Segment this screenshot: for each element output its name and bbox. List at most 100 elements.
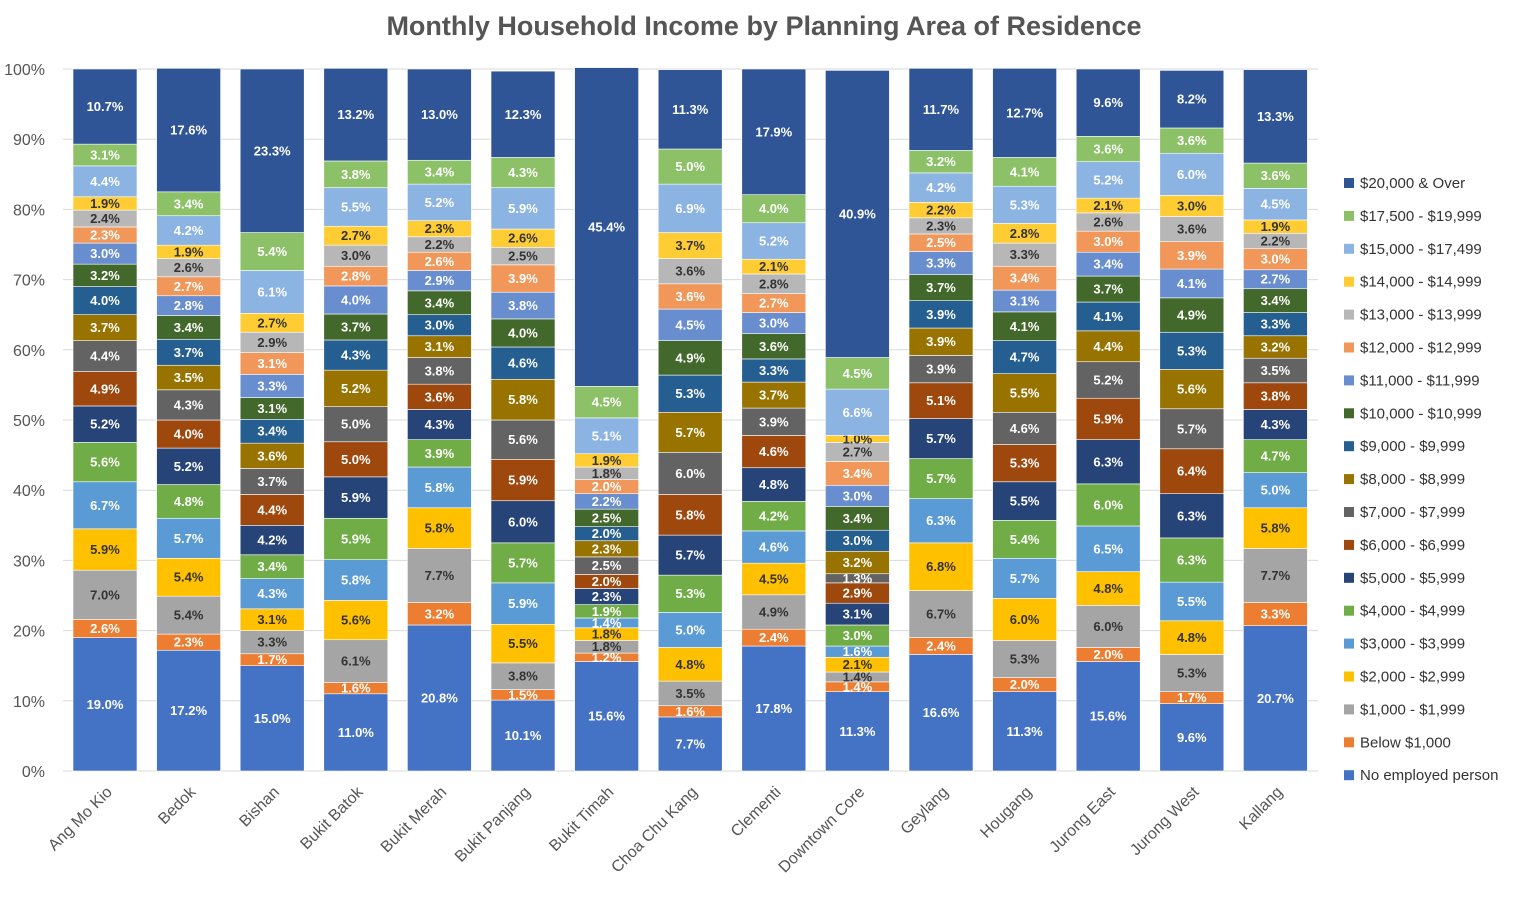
data-label: 5.1% [926, 393, 956, 408]
y-tick-label: 80% [13, 202, 45, 219]
data-label: 6.9% [675, 201, 705, 216]
data-label: 4.3% [425, 417, 455, 432]
x-tick-label: Geylang [898, 784, 952, 838]
bar-segment [908, 590, 974, 638]
legend-swatch [1344, 210, 1354, 221]
bar-stack: 10.1% 1.5% 3.8% 5.5% 5.9% 5.7% 6.0% 5.9% 5.6% 5.8… [490, 70, 556, 772]
data-label: 3.1% [425, 339, 455, 354]
data-label: 5.2% [341, 381, 371, 396]
data-label: 4.4% [257, 502, 287, 517]
bar-segment [323, 600, 389, 641]
data-label: 4.5% [592, 395, 622, 410]
data-label: 4.9% [90, 381, 120, 396]
data-label: 5.7% [675, 425, 705, 440]
bar-segment [1159, 297, 1225, 333]
data-label: 1.9% [592, 604, 622, 619]
data-label: 5.3% [675, 586, 705, 601]
data-label: 4.9% [759, 604, 789, 619]
data-label: 1.9% [174, 244, 204, 259]
bar-stack: 7.7% 1.6% 3.5% 4.8% 5.0% 5.3% 5.7% 5.8% 6.0% 5.7%… [657, 69, 723, 772]
bar-segment [407, 439, 472, 468]
data-label: 2.1% [759, 259, 789, 274]
data-label: 4.0% [508, 325, 538, 340]
legend-item: $9,000 - $9,999 [1344, 438, 1465, 455]
bar-segment [908, 458, 974, 499]
data-label: 4.1% [1010, 164, 1040, 179]
data-label: 2.3% [90, 228, 120, 243]
data-label: 3.4% [1093, 257, 1123, 272]
data-label: 40.9% [839, 206, 876, 221]
data-label: 1.6% [341, 681, 371, 696]
legend-label: $15,000 - $17,499 [1360, 241, 1482, 258]
data-label: 6.3% [1093, 454, 1123, 469]
data-label: 20.8% [421, 690, 458, 705]
y-tick-label: 40% [13, 483, 45, 500]
data-label: 1.8% [592, 466, 622, 481]
data-label: 1.2% [592, 650, 622, 665]
bar-segment [407, 548, 472, 603]
bar-stack: 11.3%1.4%1.4%2.1%1.6%3.0%3.1%2.9%1.3%3.2… [825, 70, 890, 772]
legend-label: $13,000 - $13,999 [1360, 307, 1482, 324]
legend-swatch [1344, 178, 1354, 188]
legend-label: $5,000 - $5,999 [1360, 570, 1465, 587]
data-label: 2.7% [1261, 272, 1291, 287]
data-label: 3.3% [1010, 247, 1040, 262]
data-label: 5.9% [1093, 411, 1123, 426]
bar-segment [908, 67, 974, 151]
data-label: 2.9% [843, 586, 873, 601]
bar-segment [741, 333, 807, 360]
x-tick-label: Bukit Batok [297, 783, 367, 853]
bar-segment [323, 339, 389, 371]
legend-swatch [1344, 704, 1354, 715]
bar-segment [1159, 127, 1225, 154]
data-label: 2.0% [1010, 677, 1040, 692]
data-label: 3.7% [926, 280, 956, 295]
bar-segment [72, 637, 138, 772]
bar-segment [992, 640, 1057, 678]
legend-item: $20,000 & Over [1344, 175, 1465, 192]
data-label: 3.9% [926, 307, 956, 322]
data-label: 15.6% [1090, 709, 1127, 724]
data-label: 3.7% [341, 319, 371, 334]
data-label: 1.3% [843, 571, 873, 586]
bar-stack: 17.8% 2.4% 4.9% 4.5% 4.6% 4.2% 4.8% 4.6% 3.9% 3.7… [741, 68, 807, 772]
data-label: 2.2% [1261, 233, 1291, 248]
data-label: 5.3% [1177, 343, 1207, 358]
data-label: 5.9% [508, 596, 538, 611]
data-label: 3.3% [257, 378, 287, 393]
data-label: 3.9% [1177, 248, 1207, 263]
bar-segment [490, 378, 556, 421]
data-label: 3.0% [759, 316, 789, 331]
data-label: 11.3% [839, 724, 876, 739]
data-label: 4.9% [675, 350, 705, 365]
legend-swatch [1344, 671, 1354, 682]
bar-segment [490, 500, 556, 544]
data-label: 10.7% [87, 99, 124, 114]
data-label: 5.0% [341, 452, 371, 467]
data-label: 6.0% [1093, 619, 1123, 634]
legend-label: $8,000 - $8,999 [1360, 471, 1465, 488]
bar-segment [72, 569, 138, 620]
data-label: 5.5% [1010, 385, 1040, 400]
legend-item: $8,000 - $8,999 [1344, 471, 1465, 488]
bar-segment [1159, 369, 1225, 410]
y-tick-label: 0% [22, 764, 45, 781]
bar-segment [741, 501, 807, 532]
data-label: 1.9% [90, 196, 120, 211]
bar-segment [1159, 331, 1225, 370]
legend-label: $9,000 - $9,999 [1360, 438, 1465, 455]
bar-segment [407, 68, 472, 161]
data-label: 4.2% [759, 509, 789, 524]
data-label: 1.8% [592, 639, 622, 654]
bar-stack: 16.6% 2.4% 6.7% 6.8% 6.3% 5.7% 5.7% 5.1% 3.9% 3.9… [908, 67, 974, 772]
bar-segment [1075, 301, 1141, 332]
data-label: 3.8% [508, 669, 538, 684]
data-label: 3.6% [675, 264, 705, 279]
bar-segment [741, 467, 807, 502]
data-label: 5.0% [341, 417, 371, 432]
y-tick-label: 30% [13, 553, 45, 570]
data-label: 1.5% [508, 687, 538, 702]
data-label: 5.3% [1010, 197, 1040, 212]
bar-segment [239, 270, 305, 314]
x-axis-labels: Ang Mo Kio Bedok Bishan Bukit Batok Bukit Me… [45, 783, 1286, 876]
